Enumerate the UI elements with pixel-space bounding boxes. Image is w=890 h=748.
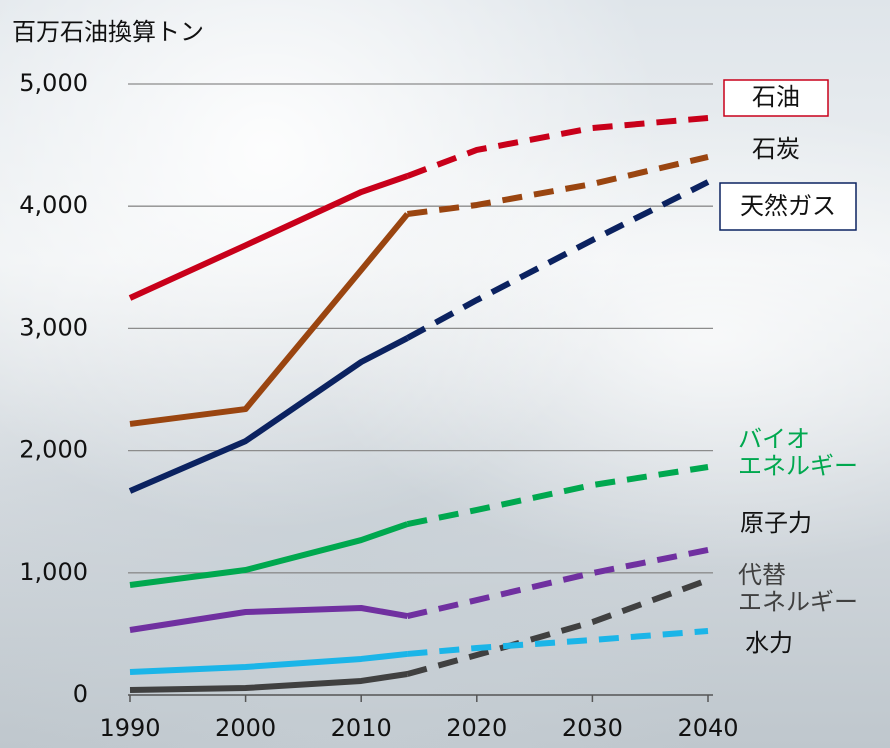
legend-label: 石炭: [752, 135, 800, 163]
x-tick-label: 1990: [99, 714, 160, 742]
y-tick-label: 3,000: [19, 313, 88, 341]
legend-label: 石油: [752, 83, 800, 111]
line-projected: [407, 154, 709, 217]
line-solid: [129, 671, 408, 693]
legend-label-line: エネルギー: [738, 452, 858, 480]
legend-label: 原子力: [740, 509, 812, 537]
line-projected: [406, 547, 709, 619]
line-projected: [405, 179, 710, 341]
legend-box: [723, 79, 829, 117]
legend-label: 代替エネルギー: [738, 561, 858, 616]
x-tick-label: 2010: [331, 714, 392, 742]
legend-label-line: バイオ: [738, 425, 810, 453]
line-solid: [129, 521, 409, 588]
x-tick-label: 2030: [562, 714, 623, 742]
x-tick-label: 2040: [677, 714, 738, 742]
x-tick-label: 2020: [446, 714, 507, 742]
y-tick-label: 1,000: [19, 558, 88, 586]
line-projected: [406, 577, 710, 677]
legend-label-line: 代替: [738, 561, 786, 589]
legend-label: 水力: [745, 629, 793, 657]
y-tick-label: 5,000: [19, 69, 88, 97]
legend-label: 天然ガス: [740, 192, 836, 220]
line-solid: [129, 212, 410, 427]
line-solid: [128, 173, 409, 301]
legend-label: バイオエネルギー: [738, 425, 858, 480]
y-tick-label: 0: [73, 680, 88, 708]
y-tick-label: 2,000: [19, 436, 88, 464]
x-tick-label: 2000: [215, 714, 276, 742]
y-tick-label: 4,000: [19, 191, 88, 219]
line-solid: [129, 604, 408, 633]
line-solid: [129, 650, 408, 676]
legend-label-line: エネルギー: [738, 588, 858, 616]
line-solid: [128, 335, 409, 494]
line-projected: [406, 114, 709, 179]
line-projected: [406, 464, 709, 527]
line-projected: [407, 627, 709, 657]
legend-box: [719, 182, 857, 231]
y-axis-title: 百万石油換算トン: [12, 18, 204, 46]
